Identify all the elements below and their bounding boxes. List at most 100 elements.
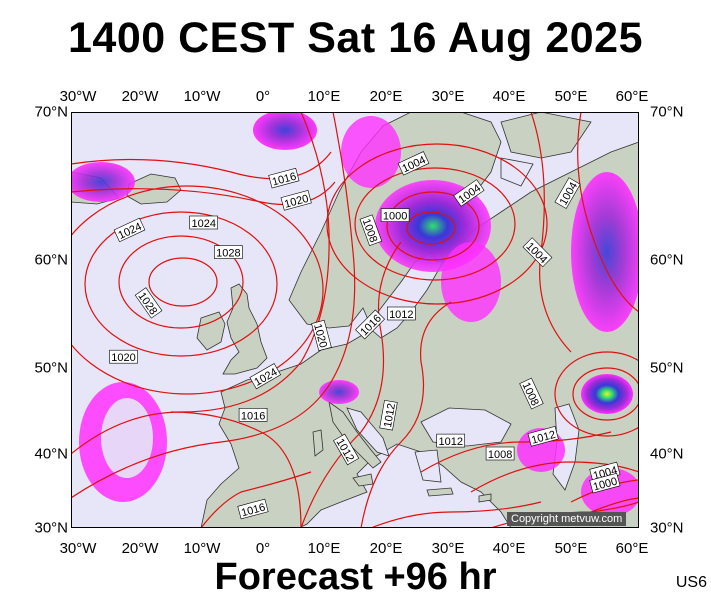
isobar-label-box — [134, 287, 163, 319]
isobar-north-1020 — [70, 181, 336, 205]
lat-tick-right: 40°N — [650, 445, 684, 463]
isobar-atlantic-outer-2 — [50, 111, 356, 513]
isobar-label-text: 1028 — [216, 248, 240, 260]
isobar-scand-inner — [406, 211, 456, 245]
isobar-label-text: 1020 — [111, 352, 135, 364]
lon-tick-bottom: 10°E — [307, 540, 341, 557]
lon-tick-top: 0° — [255, 88, 271, 105]
lon-tick-top: 30°W — [59, 88, 97, 105]
aegean-sea — [414, 449, 442, 483]
isobar-label-box — [379, 399, 398, 431]
isobar-label: 1008 — [485, 446, 515, 461]
lon-tick-bottom: 20°W — [121, 540, 159, 557]
isobar-label: 1012 — [386, 306, 416, 321]
land-crete — [426, 487, 454, 497]
copyright-notice: Copyright metvuw.com — [507, 512, 627, 526]
isobar-label-text: 1008 — [488, 449, 512, 461]
precip-north-sea — [253, 110, 317, 150]
isobar-label-box — [397, 151, 430, 176]
isobar-label-box — [214, 245, 243, 259]
isobar-label-box — [113, 217, 146, 243]
precipitation — [67, 110, 643, 516]
isobars — [50, 111, 660, 529]
isobar-label-text: 1012 — [438, 436, 462, 448]
lon-tick-bottom: 30°E — [431, 540, 465, 557]
land-sardinia — [312, 429, 324, 457]
precip-atlantic-sw-core — [101, 398, 153, 478]
isobar-scand-1004 — [354, 167, 516, 281]
isobar-label-text: 1000 — [383, 211, 407, 223]
lon-tick-bottom: 10°W — [183, 540, 221, 557]
isobar-central-1016 — [300, 241, 402, 529]
isobar-label-box — [522, 237, 553, 268]
weather-map: 1016 1020 1024 1024 1028 1028 1020 1024 1020 1016… — [50, 110, 660, 529]
lon-tick-top: 50°E — [554, 88, 588, 105]
isobar-high-inner — [148, 257, 218, 307]
isobar-label: 1000 — [380, 208, 410, 223]
isobar-label-box — [554, 177, 581, 209]
white-sea — [500, 157, 534, 187]
isobar-label: 1028 — [214, 245, 243, 260]
isobar-label-box — [189, 215, 218, 230]
isobar-label: 1012 — [436, 433, 466, 448]
precip-russia-west — [441, 242, 501, 322]
lat-tick-right: 60°N — [650, 251, 684, 269]
map-frame — [71, 112, 639, 528]
land-italy — [328, 401, 382, 469]
isobar-label: 1020 — [109, 349, 138, 364]
isobar-iberia — [170, 411, 302, 529]
lon-tick-top: 10°W — [183, 88, 221, 105]
isobar-label-box — [311, 319, 332, 352]
isobar-label: 1016 — [238, 407, 268, 422]
lon-tick-top: 60°E — [615, 88, 649, 105]
isobar-label-text: 1024 — [191, 218, 215, 230]
model-code: US6 — [675, 574, 707, 591]
isobar-scand-1008 — [326, 143, 548, 305]
isobar-high-1024 — [84, 211, 278, 357]
lon-tick-bottom: 50°E — [554, 540, 588, 557]
lat-tick-left: 30°N — [34, 519, 68, 537]
isobar-label-box — [237, 498, 269, 520]
isobar-label-box — [268, 167, 300, 189]
isobar-label-box — [359, 214, 383, 246]
precip-alps — [319, 380, 359, 404]
lat-tick-left: 60°N — [34, 251, 68, 269]
isobar-label-box — [589, 472, 621, 494]
isobar-label-box — [333, 433, 360, 466]
isobar-label-box — [355, 309, 385, 340]
lon-tick-bottom: 40°E — [492, 540, 526, 557]
isobar-label-box — [386, 306, 416, 321]
isobar-label-text: 1012 — [389, 309, 413, 321]
isobar-label-box — [527, 426, 559, 447]
lon-tick-top: 20°W — [121, 88, 159, 105]
land-ireland — [196, 311, 226, 351]
isobar-scand-1000 — [386, 191, 480, 261]
isobar-east-1004b — [577, 111, 640, 313]
lon-tick-top: 40°E — [492, 88, 526, 105]
land-cyprus — [478, 493, 492, 503]
isobar-label-text: 1016 — [241, 410, 265, 422]
lon-tick-bottom: 0° — [255, 540, 271, 557]
isobar-high-1028 — [118, 235, 244, 329]
isobar-atlantic-outer — [50, 111, 330, 473]
isobar-med-1 — [370, 501, 542, 529]
lat-tick-right: 70°N — [650, 103, 684, 121]
isobar-label-box — [453, 179, 485, 207]
isobar-label-box — [109, 349, 138, 364]
isobar-label-box — [485, 446, 515, 461]
forecast-label: Forecast +96 hr — [214, 556, 497, 598]
lon-tick-top: 10°E — [307, 88, 341, 105]
isobar-label: 1012 — [379, 399, 398, 431]
lon-tick-bottom: 20°E — [369, 540, 403, 557]
lat-tick-left: 40°N — [34, 445, 68, 463]
lon-tick-bottom: 30°W — [59, 540, 97, 557]
isobar-label-box — [238, 407, 268, 422]
lat-tick-right: 50°N — [650, 359, 684, 377]
isobar-label: 1024 — [189, 215, 218, 230]
storm-east — [581, 374, 633, 414]
isobar-label-text: 1012 — [382, 402, 398, 428]
isobar-label-box — [280, 190, 312, 211]
isobar-se-1000 — [590, 497, 640, 513]
